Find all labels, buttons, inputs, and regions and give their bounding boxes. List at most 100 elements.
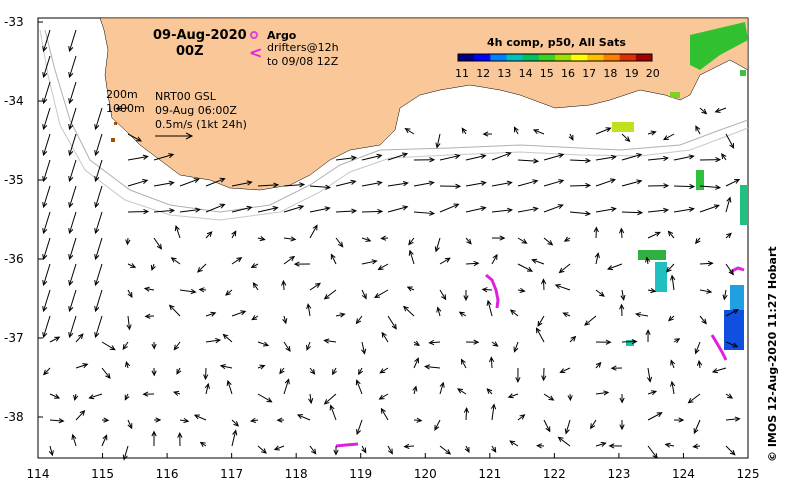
x-tick-label: 116: [156, 467, 179, 481]
current-arrow: [465, 182, 486, 187]
current-arrow: [517, 414, 525, 421]
drifter-glyph: <: [249, 43, 262, 62]
current-arrow-head: [480, 153, 487, 160]
current-arrow: [595, 156, 616, 161]
colorbar-swatch: [538, 54, 556, 61]
current-arrow: [698, 360, 701, 369]
current-arrow-head: [605, 339, 612, 345]
current-arrow-head: [250, 263, 257, 268]
current-arrow-head: [416, 417, 423, 423]
drifters-label: drifters@12h: [267, 41, 339, 54]
current-arrow-head: [585, 182, 592, 189]
current-arrow-head: [559, 368, 566, 374]
current-arrow: [513, 127, 519, 135]
y-tick-label: -37: [4, 331, 24, 345]
current-arrow-head: [281, 279, 287, 286]
current-arrow-head: [126, 324, 132, 331]
current-arrow: [335, 237, 344, 247]
current-arrow-head: [507, 393, 514, 399]
current-arrow-head: [169, 208, 176, 214]
current-arrow-head: [650, 288, 657, 294]
current-arrow-head: [412, 385, 418, 392]
current-arrow-head: [190, 288, 197, 295]
coastal-marker: [111, 138, 115, 142]
current-arrow: [482, 288, 493, 291]
current-arrow-head: [203, 374, 209, 381]
current-arrow-head: [337, 241, 344, 248]
current-arrow-head: [376, 153, 383, 159]
colorbar-swatch: [635, 54, 653, 61]
current-arrow: [335, 180, 356, 187]
current-arrow-head: [457, 388, 464, 394]
colorbar-tick-label: 18: [603, 67, 617, 80]
current-arrow-head: [266, 397, 273, 403]
current-arrow-head: [323, 338, 330, 344]
current-arrow: [49, 419, 64, 422]
colorbar-tick-label: 14: [519, 67, 533, 80]
current-arrow-head: [151, 370, 157, 377]
current-arrow-head: [701, 108, 708, 115]
current-arrow-head: [259, 236, 266, 242]
current-arrow-head: [563, 236, 570, 242]
current-arrow: [283, 183, 304, 187]
current-arrow-head: [261, 448, 267, 454]
current-arrow: [595, 391, 609, 395]
current-arrow: [725, 197, 731, 213]
current-arrow: [595, 208, 616, 213]
current-arrow-head: [562, 312, 569, 318]
current-arrow-head: [663, 207, 670, 213]
current-arrow-head: [492, 253, 498, 260]
current-arrow-head: [486, 299, 492, 306]
current-arrow-head: [333, 449, 339, 456]
current-arrow-head: [124, 394, 130, 401]
current-arrow: [361, 181, 382, 187]
current-arrow-head: [315, 282, 321, 288]
current-arrow: [595, 362, 602, 369]
current-arrow: [69, 107, 77, 130]
current-arrow: [43, 185, 51, 208]
current-arrow: [699, 107, 707, 114]
current-arrow: [563, 312, 571, 317]
current-arrow: [69, 81, 77, 104]
current-arrow-head: [42, 45, 48, 53]
current-arrow: [560, 367, 571, 373]
current-arrow-head: [509, 309, 516, 315]
current-arrow-head: [168, 304, 175, 311]
current-arrow: [584, 315, 597, 326]
current-arrow-head: [358, 369, 364, 376]
current-arrow-head: [444, 257, 451, 263]
current-arrow-head: [78, 333, 84, 340]
current-arrow-head: [285, 345, 291, 352]
current-arrow: [361, 289, 367, 299]
current-arrow-head: [610, 365, 617, 371]
current-arrow: [127, 289, 133, 298]
current-arrow-head: [636, 153, 643, 159]
current-arrow-head: [251, 315, 258, 321]
current-arrow-head: [94, 175, 100, 183]
current-arrow: [379, 367, 389, 374]
current-arrow: [95, 133, 103, 156]
current-arrow-head: [608, 443, 615, 449]
current-arrow-head: [168, 180, 175, 186]
current-arrow: [43, 211, 51, 234]
current-arrow-head: [173, 390, 180, 396]
colorbar-tick-label: 20: [646, 67, 660, 80]
current-arrow-head: [42, 71, 48, 79]
current-arrow: [225, 289, 233, 296]
model-time: 09-Aug 06:00Z: [155, 104, 237, 117]
x-tick-label: 124: [672, 467, 695, 481]
depth-label-1000m: 1000m: [106, 102, 145, 115]
current-arrow-head: [650, 130, 657, 136]
current-arrow-head: [199, 441, 206, 447]
current-arrow-head: [429, 157, 436, 163]
current-arrow: [647, 209, 668, 213]
current-arrow: [69, 263, 77, 286]
current-arrow: [558, 436, 571, 447]
argo-marker: [250, 31, 258, 39]
current-arrow-head: [619, 397, 625, 404]
current-arrow-head: [595, 361, 602, 368]
current-arrow: [257, 341, 269, 346]
current-arrow-head: [204, 382, 210, 389]
current-arrow-head: [728, 269, 734, 276]
current-arrow-head: [198, 287, 205, 293]
